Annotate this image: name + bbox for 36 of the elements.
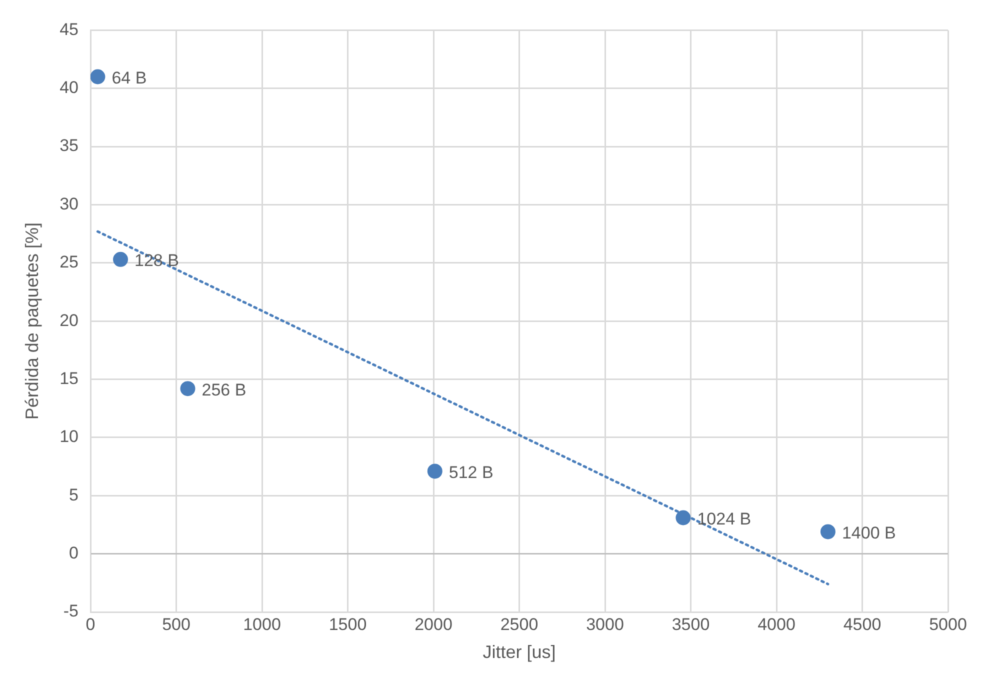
- y-tick-label: 20: [60, 310, 79, 330]
- x-tick-label: 4000: [758, 614, 796, 634]
- x-tick-label: 3500: [672, 614, 710, 634]
- annotation: 64 B: [112, 68, 147, 88]
- y-tick-label: 0: [69, 544, 79, 563]
- x-tick-label: 1000: [243, 614, 281, 634]
- x-tick-label: 2000: [414, 614, 452, 634]
- y-tick-label: 35: [60, 136, 79, 156]
- point: [90, 69, 106, 84]
- y-tick-label: 45: [60, 20, 79, 39]
- y-tick-label: 10: [60, 427, 79, 446]
- x-axis-title: Jitter [us]: [482, 642, 556, 662]
- x-tick-label: 0: [86, 614, 96, 634]
- x-tick-label: 2500: [500, 614, 538, 634]
- annotation: 1400 B: [842, 523, 896, 542]
- y-tick-label: -5: [63, 602, 79, 621]
- y-axis-title: Pérdida de paquetes [%]: [22, 222, 42, 420]
- x-tick-label: 5000: [929, 614, 967, 634]
- x-tick-label: 500: [162, 614, 190, 634]
- y-tick-label: 15: [60, 368, 79, 388]
- x-tick-label: 1500: [328, 614, 367, 634]
- annotation: 128 B: [134, 251, 179, 270]
- y-tick-label: 5: [69, 485, 79, 504]
- point: [427, 464, 442, 479]
- annotation: 256 B: [202, 380, 246, 400]
- point: [113, 252, 128, 267]
- y-tick-label: 30: [60, 194, 79, 214]
- point: [676, 510, 691, 526]
- point: [820, 524, 836, 540]
- y-tick-label: 25: [60, 252, 79, 272]
- x-tick-label: 3000: [586, 614, 624, 634]
- y-tick-label: 40: [60, 78, 79, 98]
- point: [180, 381, 196, 396]
- annotation: 512 B: [448, 462, 494, 482]
- x-tick-label: 4500: [843, 614, 882, 634]
- annotation: 1024 B: [697, 509, 752, 528]
